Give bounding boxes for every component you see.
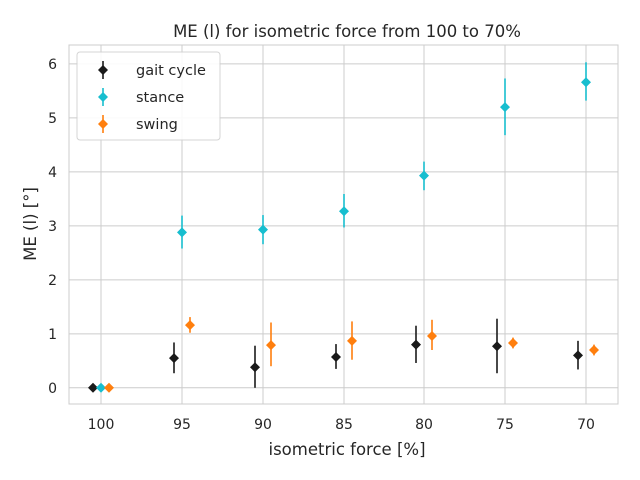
x-tick-label: 70 xyxy=(577,417,595,433)
data-point-stance xyxy=(96,382,106,393)
legend-marker-icon xyxy=(98,92,108,102)
legend-box xyxy=(76,51,221,141)
data-point-gait-cycle xyxy=(250,362,260,373)
data-point-stance xyxy=(581,77,591,88)
legend-marker-icon xyxy=(98,65,108,75)
data-point-stance xyxy=(258,224,268,235)
data-point-swing xyxy=(347,335,357,346)
y-tick-label: 5 xyxy=(48,111,57,127)
legend-marker-icon xyxy=(98,119,108,129)
x-tick-label: 100 xyxy=(88,417,115,433)
data-point-gait-cycle xyxy=(88,382,98,393)
legend-label: gait cycle xyxy=(136,63,206,79)
y-tick-label: 2 xyxy=(48,273,57,289)
data-point-swing xyxy=(589,345,599,356)
data-point-swing xyxy=(185,320,195,331)
data-point-stance xyxy=(339,206,349,217)
y-tick-label: 4 xyxy=(48,165,57,181)
data-point-stance xyxy=(500,102,510,113)
y-tick-labels: 0 1 2 3 4 5 6 xyxy=(48,57,57,397)
x-axis-label: isometric force [%] xyxy=(269,440,426,459)
legend-label: stance xyxy=(136,90,184,106)
chart-title: ME (l) for isometric force from 100 to 7… xyxy=(173,22,521,41)
x-tick-label: 80 xyxy=(415,417,433,433)
data-point-swing xyxy=(427,330,437,341)
data-marks xyxy=(88,62,599,393)
data-point-gait-cycle xyxy=(331,352,341,363)
x-tick-labels: 100 95 90 85 80 75 70 xyxy=(88,417,595,433)
data-point-gait-cycle xyxy=(573,350,583,361)
data-point-swing xyxy=(508,337,518,348)
data-point-stance xyxy=(177,227,187,238)
data-point-gait-cycle xyxy=(169,353,179,364)
legend: gait cycle stance swing xyxy=(76,51,221,141)
x-tick-label: 75 xyxy=(496,417,514,433)
x-tick-label: 90 xyxy=(254,417,272,433)
data-point-swing xyxy=(266,340,276,351)
y-tick-label: 0 xyxy=(48,381,57,397)
y-tick-label: 3 xyxy=(48,219,57,235)
data-point-gait-cycle xyxy=(411,339,421,350)
data-point-swing xyxy=(104,382,114,393)
y-axis-label: ME (l) [°] xyxy=(21,187,40,261)
y-tick-label: 1 xyxy=(48,327,57,343)
x-tick-label: 95 xyxy=(173,417,191,433)
legend-label: swing xyxy=(136,117,178,133)
data-point-stance xyxy=(419,170,429,181)
x-tick-label: 85 xyxy=(335,417,353,433)
y-tick-label: 6 xyxy=(48,57,57,73)
data-point-gait-cycle xyxy=(492,341,502,352)
